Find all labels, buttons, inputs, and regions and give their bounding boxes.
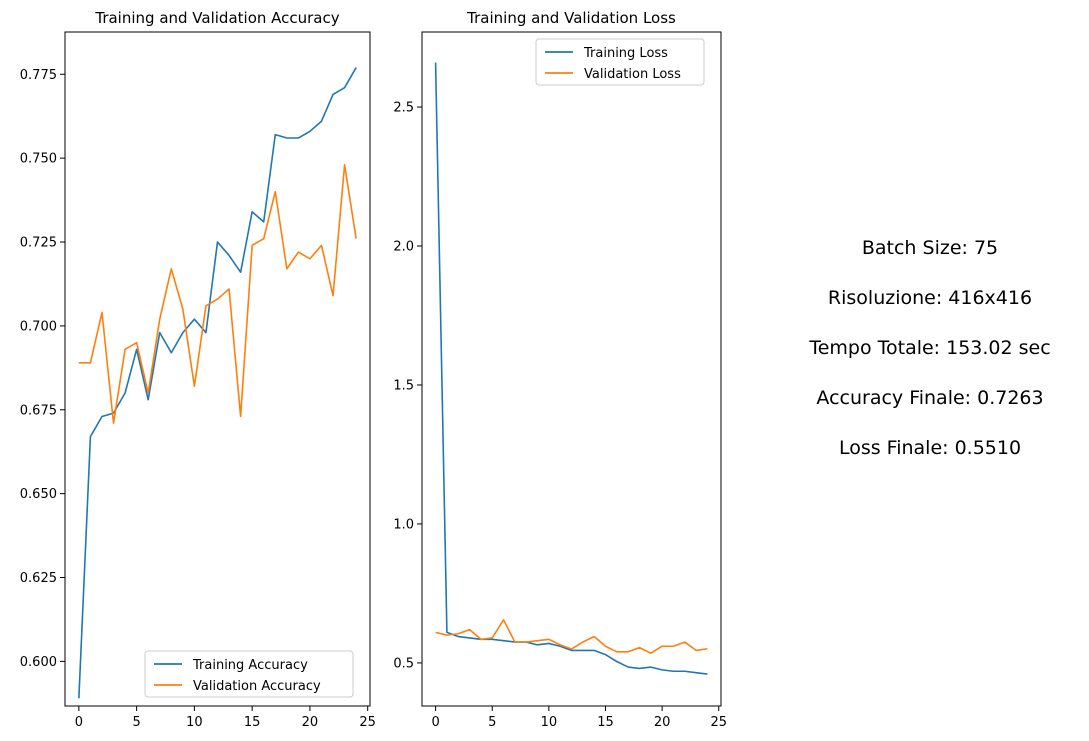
loss-chart-title: Training and Validation Loss — [466, 9, 676, 27]
loss-y-tick-label: 2.5 — [393, 101, 414, 116]
loss-chart: 0 5 10 15 20 25 0.5 1.0 1.5 2.0 2.5 Training and Va… — [393, 9, 727, 730]
loss-plot-frame — [421, 31, 722, 707]
loss-legend: Training Loss Validation Loss — [535, 38, 705, 86]
accuracy-chart-title: Training and Validation Accuracy — [94, 9, 339, 27]
accuracy-legend: Training Accuracy Validation Accuracy — [144, 650, 354, 698]
loss-y-tick-label: 1.0 — [393, 517, 414, 532]
accuracy-chart: 0 5 10 15 20 25 0.600 0.625 0.650 0.675 0.700 0.725… — [20, 9, 376, 730]
accuracy-y-tick-label: 0.775 — [20, 68, 57, 83]
loss-series-training — [434, 62, 708, 675]
accuracy-y-tick-label: 0.700 — [20, 319, 57, 334]
loss-legend-label-validation: Validation Loss — [584, 67, 681, 82]
accuracy-y-tick-label: 0.675 — [20, 403, 57, 418]
loss-y-tick-label: 1.5 — [393, 378, 414, 393]
accuracy-x-tick-label: 10 — [186, 715, 203, 730]
run-summary: Batch Size: 75 Risoluzione: 416x416 Temp… — [790, 232, 1070, 482]
accuracy-series-validation — [78, 164, 357, 424]
loss-legend-box — [535, 38, 705, 86]
accuracy-y-tick-label: 0.725 — [20, 236, 57, 251]
loss-x-tick-label: 10 — [541, 715, 558, 730]
loss-x-tick-label: 25 — [710, 715, 727, 730]
accuracy-x-tick-label: 0 — [75, 715, 83, 730]
accuracy-x-tick-label: 15 — [244, 715, 261, 730]
loss-legend-label-training: Training Loss — [583, 46, 668, 61]
final-accuracy-text: Accuracy Finale: 0.7263 — [816, 387, 1044, 409]
accuracy-legend-label-validation: Validation Accuracy — [193, 679, 321, 694]
loss-series-validation — [435, 619, 708, 654]
resolution-text: Risoluzione: 416x416 — [827, 287, 1033, 309]
loss-x-tick-label: 20 — [654, 715, 671, 730]
loss-x-tick-label: 5 — [488, 715, 496, 730]
accuracy-y-tick-label: 0.600 — [20, 655, 57, 670]
loss-y-tick-label: 2.0 — [393, 240, 414, 255]
accuracy-plot-frame — [64, 31, 371, 707]
loss-x-tick-label: 0 — [431, 715, 439, 730]
final-loss-text: Loss Finale: 0.5510 — [838, 437, 1022, 459]
total-time-text: Tempo Totale: 153.02 sec — [809, 337, 1051, 359]
accuracy-x-tick-label: 25 — [359, 715, 376, 730]
accuracy-legend-box — [144, 650, 354, 698]
accuracy-x-tick-label: 20 — [302, 715, 319, 730]
accuracy-y-tick-label: 0.750 — [20, 152, 57, 167]
batch-size-text: Batch Size: 75 — [861, 237, 999, 259]
accuracy-legend-label-training: Training Accuracy — [192, 658, 308, 673]
accuracy-y-tick-label: 0.625 — [20, 571, 57, 586]
accuracy-x-tick-label: 5 — [132, 715, 140, 730]
loss-y-tick-label: 0.5 — [393, 656, 414, 671]
loss-x-tick-label: 15 — [597, 715, 614, 730]
accuracy-y-tick-label: 0.650 — [20, 487, 57, 502]
